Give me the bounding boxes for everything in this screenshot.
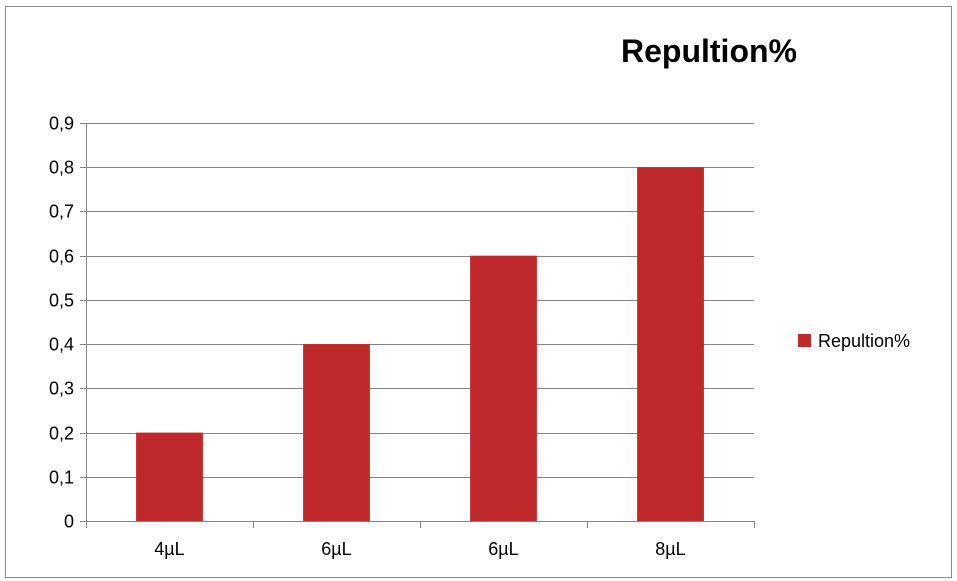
- y-tick-label: 0,8: [49, 158, 74, 178]
- y-tick-label: 0,1: [49, 468, 74, 488]
- y-tick-label: 0,2: [49, 424, 74, 444]
- bar: [470, 255, 537, 521]
- legend-label: Repultion%: [818, 331, 910, 351]
- legend-swatch: [798, 334, 811, 347]
- x-tick-label: 6µL: [488, 539, 518, 559]
- y-tick-label: 0,7: [49, 202, 74, 222]
- legend: Repultion%: [798, 331, 910, 351]
- y-tick-label: 0,3: [49, 379, 74, 399]
- x-tick-label: 8µL: [655, 539, 685, 559]
- y-tick-label: 0: [64, 512, 74, 532]
- chart-title: Repultion%: [621, 33, 797, 69]
- x-tick-label: 4µL: [154, 539, 184, 559]
- bar: [637, 167, 704, 521]
- y-tick-label: 0,6: [49, 247, 74, 267]
- x-axis-tick-labels: 4µL 6µL 6µL 8µL: [154, 539, 685, 559]
- x-tick-label: 6µL: [321, 539, 351, 559]
- y-tick-label: 0,9: [49, 114, 74, 134]
- y-tick-label: 0,5: [49, 291, 74, 311]
- bars: [136, 167, 704, 521]
- axes: [80, 123, 755, 528]
- bar: [303, 344, 370, 521]
- bar: [136, 432, 203, 521]
- y-tick-label: 0,4: [49, 335, 74, 355]
- y-axis-tick-labels: 0 0,1 0,2 0,3 0,4 0,5 0,6 0,7 0,8 0,9: [49, 114, 74, 532]
